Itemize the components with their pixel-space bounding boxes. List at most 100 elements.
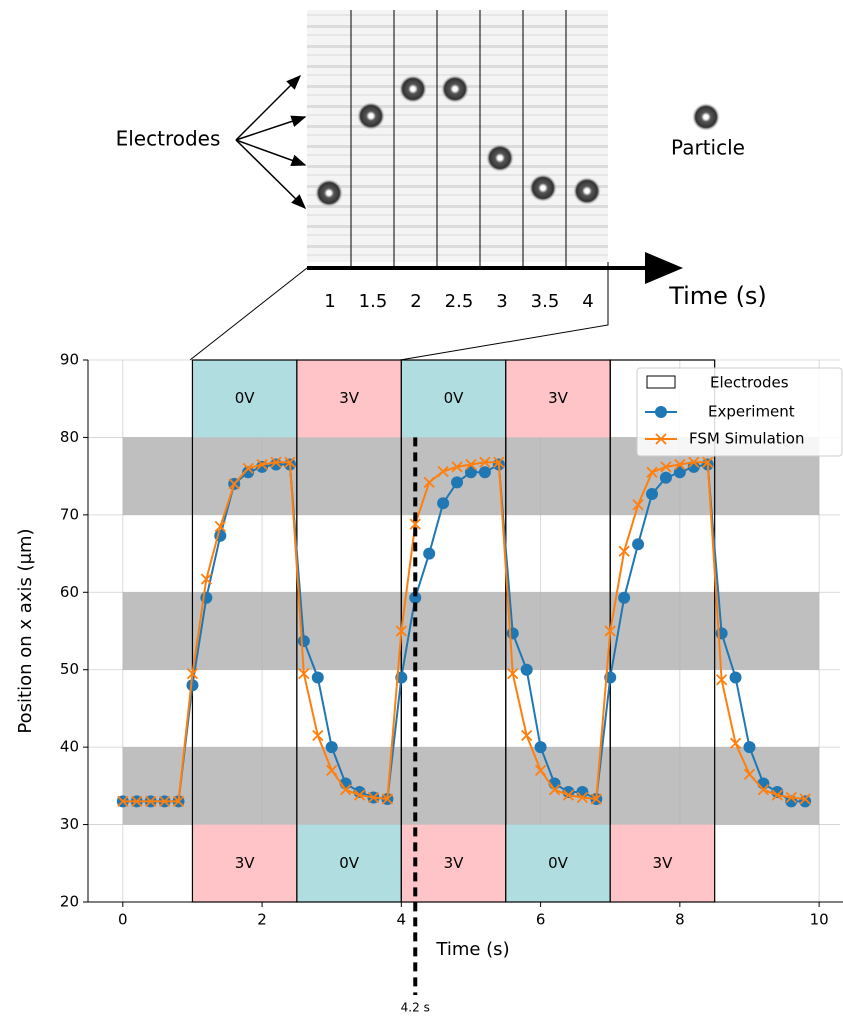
data-point <box>479 456 491 468</box>
data-point <box>326 764 338 777</box>
data-point <box>743 741 756 754</box>
data-point <box>757 784 770 796</box>
electrode-voltage: 3V <box>339 389 360 407</box>
data-point <box>256 458 268 471</box>
x-tick-label: 8 <box>675 911 685 929</box>
data-point <box>632 538 645 551</box>
data-point <box>367 791 380 804</box>
data-point <box>298 667 310 680</box>
x-axis-label: Time (s) <box>435 939 509 960</box>
data-point <box>576 791 589 804</box>
particle-label: Particle <box>671 136 745 160</box>
x-tick-label: 6 <box>536 911 546 929</box>
data-point <box>423 476 435 488</box>
frame-time: 2.5 <box>445 291 474 312</box>
y-tick-label: 80 <box>60 428 79 446</box>
zoom-lines <box>189 262 609 361</box>
data-point <box>395 625 407 637</box>
legend-label: Electrodes <box>710 374 789 392</box>
data-point <box>688 456 700 468</box>
legend: Electrodes Experiment FSM Simulation <box>636 367 843 457</box>
electrode-voltage: 0V <box>339 854 360 872</box>
electrode-voltage: 0V <box>444 389 465 407</box>
x-tick-label: 2 <box>257 911 267 929</box>
data-point <box>702 456 714 468</box>
data-point <box>562 789 575 801</box>
data-point <box>632 499 644 511</box>
data-point <box>757 777 770 790</box>
data-point <box>478 466 491 479</box>
data-point <box>172 795 185 807</box>
x-tick-label: 10 <box>810 911 829 929</box>
frame-time: 3.5 <box>531 291 560 312</box>
data-point <box>284 456 296 468</box>
data-point <box>548 784 561 796</box>
data-point <box>200 573 213 585</box>
data-point <box>186 679 199 692</box>
legend-marker <box>655 406 667 418</box>
data-point <box>451 476 464 489</box>
data-point <box>534 741 547 754</box>
electrode-bottom <box>610 824 715 902</box>
data-point <box>409 591 422 604</box>
data-point <box>353 789 366 801</box>
band <box>122 592 820 670</box>
particles <box>315 75 720 207</box>
data-point <box>325 741 338 754</box>
legend-marker <box>655 433 667 445</box>
legend-swatch <box>646 375 676 389</box>
data-point <box>158 795 171 807</box>
data-point <box>521 729 533 742</box>
electrode-voltage: 0V <box>235 389 256 407</box>
electrode-bottom <box>296 824 402 902</box>
data-point <box>464 466 477 479</box>
data-point <box>214 520 226 533</box>
data-point <box>228 478 240 490</box>
frame-time: 4 <box>582 291 593 312</box>
frame-dividers <box>350 10 567 268</box>
data-point <box>687 460 700 473</box>
data-point <box>520 663 533 676</box>
electrode-voltage: 3V <box>444 854 465 872</box>
electrode-voltage: 3V <box>653 854 674 872</box>
data-point <box>270 458 282 471</box>
data-point <box>297 635 310 648</box>
y-tick-label: 90 <box>60 351 79 369</box>
data-point <box>646 466 658 478</box>
electrode-top <box>505 360 611 438</box>
frame-time: 1.5 <box>359 291 388 312</box>
y-tick-label: 30 <box>60 815 79 833</box>
inset: Electrodes Particle Time (s) <box>116 10 767 361</box>
data-point <box>242 462 254 475</box>
band <box>122 747 820 825</box>
data-point <box>186 667 199 680</box>
electrode-bottom <box>505 824 611 902</box>
legend-label: Experiment <box>708 403 795 421</box>
data-point <box>660 461 672 473</box>
data-point <box>729 737 742 749</box>
data-point <box>409 518 421 530</box>
frame-time: 1 <box>324 291 335 312</box>
data-point <box>493 456 505 468</box>
data-point <box>242 466 255 479</box>
electrode-top <box>296 360 402 438</box>
data-point <box>715 674 728 686</box>
y-tick-label: 60 <box>60 583 79 601</box>
data-point <box>799 793 811 805</box>
data-point <box>117 795 129 807</box>
data-point <box>618 545 630 557</box>
data-point <box>507 667 519 680</box>
electrode-bottom <box>192 824 297 902</box>
data-point <box>437 465 449 478</box>
electrode-top <box>192 360 297 438</box>
time-label: Time (s) <box>668 282 767 310</box>
data-point <box>506 627 519 640</box>
data-point <box>339 784 352 796</box>
data-point <box>145 795 157 807</box>
electrode-arrows <box>235 74 307 210</box>
data-point <box>659 471 672 484</box>
data-point <box>465 458 477 471</box>
data-point <box>799 795 812 808</box>
